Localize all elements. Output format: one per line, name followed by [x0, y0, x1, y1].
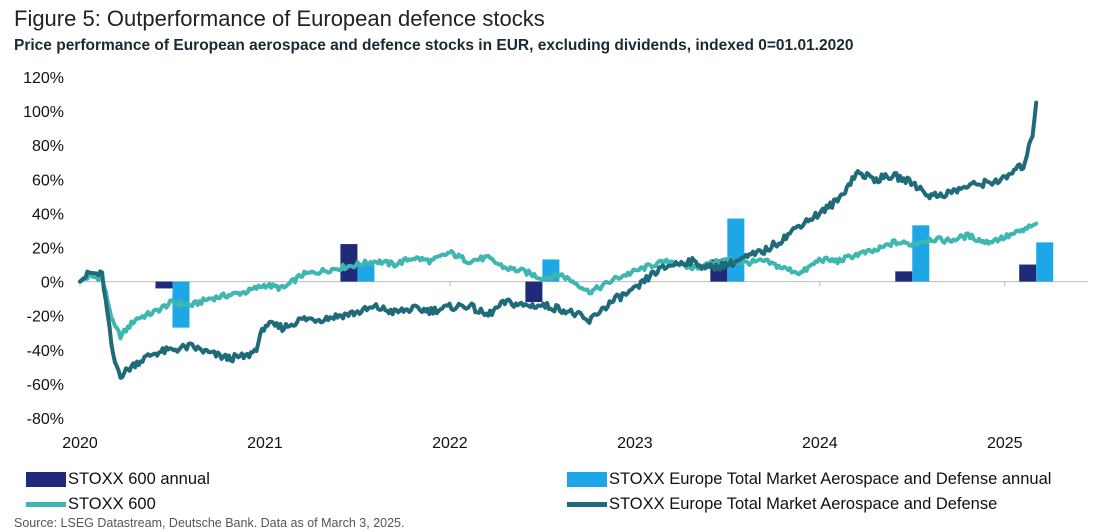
legend-swatch-aero-annual — [567, 472, 607, 487]
bar-stoxx600-annual — [340, 244, 358, 282]
chart-subtitle: Price performance of European aerospace … — [14, 37, 854, 54]
y-tick-label: -20% — [27, 309, 64, 326]
bar-stoxx600-annual — [1019, 264, 1037, 282]
legend-aero-annual: STOXX Europe Total Market Aerospace and … — [567, 470, 1051, 489]
y-tick-label: 100% — [23, 104, 64, 121]
chart-title: Figure 5: Outperformance of European def… — [14, 6, 545, 31]
bar-stoxx600-annual — [895, 271, 913, 282]
y-tick-label: 60% — [32, 172, 64, 189]
x-tick-label: 2025 — [987, 435, 1023, 452]
legend-swatch-aero-line — [567, 502, 607, 507]
legend-stoxx600-line: STOXX 600 — [26, 495, 156, 514]
bar-stoxx600-annual — [155, 281, 173, 289]
y-tick-label: -40% — [27, 343, 64, 360]
legend-stoxx600-annual: STOXX 600 annual — [26, 470, 210, 489]
bar-aero-annual — [357, 264, 375, 282]
y-tick-label: 120% — [23, 70, 64, 87]
legend-swatch-stoxx600-line — [26, 502, 66, 507]
bar-stoxx600-annual — [525, 281, 543, 303]
legend-label-stoxx600-annual: STOXX 600 annual — [68, 470, 210, 488]
y-tick-label: 0% — [41, 275, 64, 292]
bar-aero-annual — [727, 218, 745, 282]
x-tick-label: 2022 — [432, 435, 468, 452]
legend-swatch-stoxx600-annual — [26, 472, 66, 487]
legend-label-aero-line: STOXX Europe Total Market Aerospace and … — [609, 495, 998, 513]
y-tick-label: 80% — [32, 138, 64, 155]
y-tick-label: -80% — [27, 411, 64, 428]
source-note: Source: LSEG Datastream, Deutsche Bank. … — [14, 516, 405, 530]
x-tick-label: 2024 — [802, 435, 838, 452]
x-tick-label: 2023 — [617, 435, 653, 452]
bar-aero-annual — [1036, 242, 1054, 282]
y-tick-label: 20% — [32, 241, 64, 258]
y-tick-label: 40% — [32, 206, 64, 223]
y-tick-label: -60% — [27, 377, 64, 394]
x-tick-label: 2021 — [247, 435, 283, 452]
x-tick-label: 2020 — [62, 435, 98, 452]
legend-label-aero-annual: STOXX Europe Total Market Aerospace and … — [609, 470, 1052, 488]
legend-aero-line: STOXX Europe Total Market Aerospace and … — [567, 495, 997, 514]
chart-svg: -80% -60% -40% -20% 0% 20% 40% 60% 80% 100% 120% 20… — [23, 70, 1088, 452]
bar-aero-annual — [912, 225, 930, 282]
legend-label-stoxx600-line: STOXX 600 — [68, 495, 156, 513]
line-aero-defense — [78, 100, 1039, 380]
line-stoxx600 — [78, 221, 1039, 341]
